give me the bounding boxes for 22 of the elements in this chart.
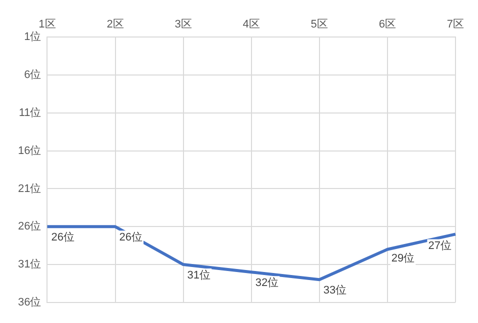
y-tick-label: 16位 <box>18 144 42 157</box>
y-tick-label: 31位 <box>18 258 42 271</box>
x-tick-label: 1区 <box>38 18 56 31</box>
y-tick-label: 11位 <box>18 107 42 120</box>
x-tick-label: 6区 <box>378 18 396 31</box>
data-label: 31位 <box>187 270 211 282</box>
x-tick-label: 2区 <box>106 18 124 31</box>
data-label: 32位 <box>255 277 279 290</box>
data-label: 27位 <box>428 240 452 252</box>
y-tick-label: 36位 <box>18 296 42 308</box>
data-label: 26位 <box>51 232 74 244</box>
data-label: 29位 <box>391 252 415 264</box>
data-label: 33位 <box>323 284 347 297</box>
y-tick-label: 26位 <box>18 220 42 233</box>
x-tick-label: 5区 <box>310 18 328 31</box>
x-tick-label: 7区 <box>446 18 464 31</box>
data-label: 26位 <box>119 232 143 244</box>
y-tick-label: 1位 <box>24 31 42 44</box>
x-tick-label: 4区 <box>242 18 260 31</box>
x-tick-label: 3区 <box>174 18 192 31</box>
y-tick-label: 6位 <box>24 69 42 82</box>
y-tick-label: 21位 <box>18 182 42 195</box>
